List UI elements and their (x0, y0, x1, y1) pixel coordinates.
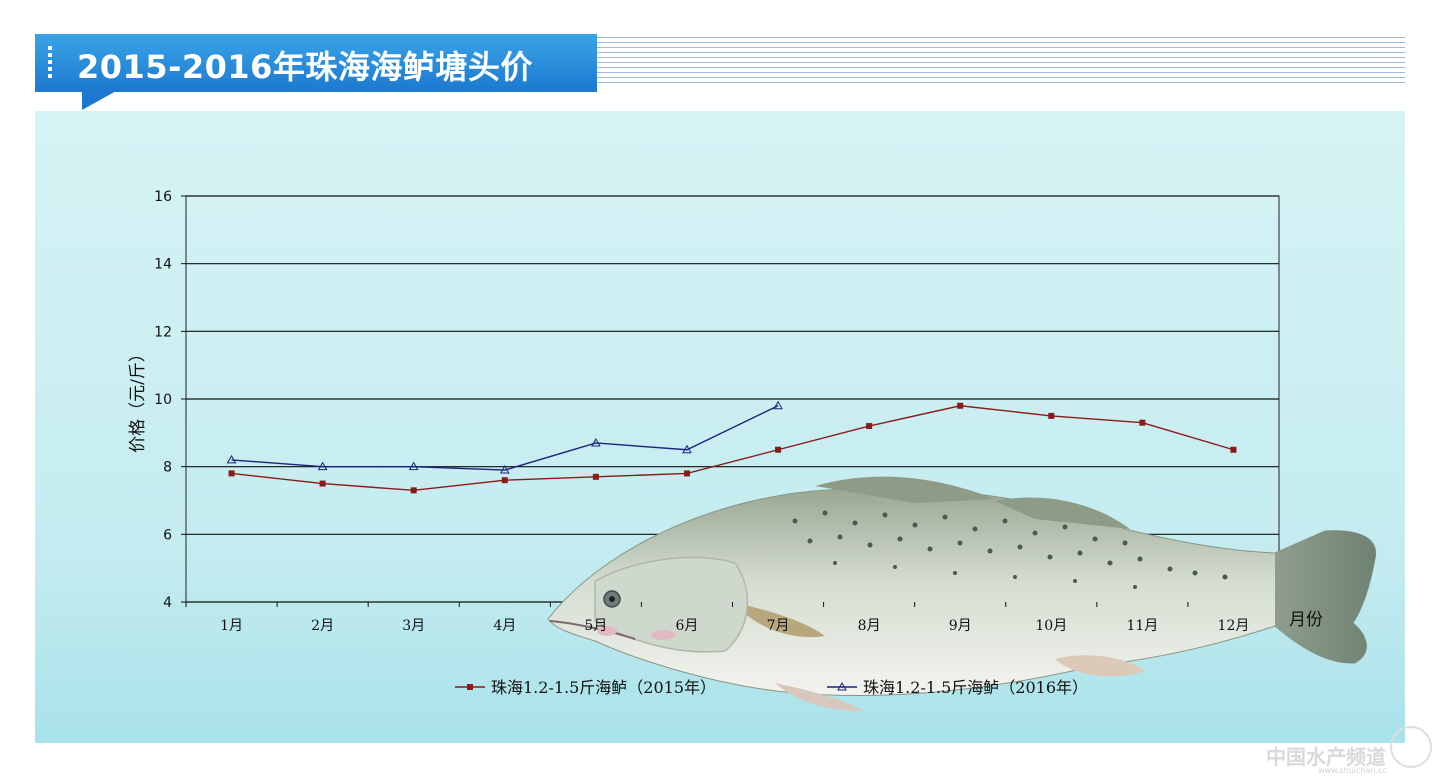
banner-dots-decoration (48, 46, 52, 80)
legend-marker (837, 681, 847, 691)
series-line (231, 405, 1234, 492)
x-axis-label: 月份 (1289, 610, 1323, 630)
x-tick-label: 7月 (767, 618, 790, 634)
data-point (410, 487, 417, 494)
data-point (775, 446, 782, 453)
data-point (1139, 419, 1146, 426)
x-tick-label: 12月 (1218, 618, 1250, 634)
y-axis-label: 价格（元/斤） (128, 345, 148, 453)
data-point (773, 400, 783, 410)
header-decorative-stripes (597, 37, 1405, 87)
data-point (317, 461, 328, 471)
y-tick-label: 6 (163, 527, 172, 543)
y-tick-label: 14 (154, 257, 172, 273)
legend-marker (467, 684, 473, 690)
y-axis-ticks: 4 6 8 10 12 14 16 (154, 189, 186, 611)
chart-legend: 珠海1.2-1.5斤海鲈（2015年） 珠海1.2-1.5斤海鲈（2016年） (455, 678, 1088, 697)
series-layer (226, 400, 1237, 494)
globe-logo-icon (1390, 726, 1432, 768)
data-point (1048, 412, 1055, 419)
data-point (592, 473, 599, 480)
y-tick-label: 16 (154, 189, 172, 205)
banner-pointer-decoration (82, 90, 118, 110)
x-tick-label: 4月 (493, 618, 516, 634)
data-point (226, 454, 237, 464)
y-tick-label: 4 (163, 595, 172, 611)
legend-label: 珠海1.2-1.5斤海鲈（2015年） (491, 678, 716, 697)
page-title: 2015-2016年珠海海鲈塘头价 (77, 48, 533, 86)
data-point (591, 437, 601, 447)
x-tick-label: 5月 (584, 618, 607, 634)
x-tick-label: 9月 (949, 618, 972, 634)
x-tick-label: 1月 (220, 618, 243, 634)
x-tick-label: 6月 (675, 618, 698, 634)
sea-bass-illustration (547, 476, 1377, 711)
data-point (499, 465, 510, 474)
price-line-chart: 4 6 8 10 12 14 16 价格（元/斤） (128, 189, 1377, 711)
watermark-url: www.shuichan.cc (1318, 766, 1387, 775)
data-point (408, 461, 419, 471)
series-line (231, 405, 779, 471)
data-point (683, 470, 690, 477)
x-tick-label: 3月 (402, 618, 425, 634)
x-tick-label: 11月 (1126, 618, 1158, 634)
data-point (501, 477, 508, 484)
y-tick-label: 12 (154, 324, 172, 340)
data-point (319, 480, 326, 487)
watermark-text: 中国水产频道 (1266, 745, 1386, 769)
y-tick-label: 8 (163, 460, 172, 476)
x-tick-label: 8月 (858, 618, 881, 634)
data-point (228, 470, 235, 477)
x-tick-label: 2月 (311, 618, 334, 634)
x-axis-ticks: 1月 2月 3月 4月 5月 6月 7月 8月 9月 10月 11月 12月 (185, 602, 1250, 634)
y-tick-label: 10 (154, 392, 172, 408)
legend-label: 珠海1.2-1.5斤海鲈（2016年） (863, 678, 1088, 697)
data-point (866, 423, 873, 430)
chart-panel: 4 6 8 10 12 14 16 价格（元/斤） (35, 111, 1405, 743)
x-tick-label: 10月 (1035, 618, 1067, 634)
data-point (682, 444, 692, 454)
header-banner: 2015-2016年珠海海鲈塘头价 (35, 34, 597, 92)
data-point (957, 402, 964, 409)
data-point (1230, 446, 1237, 453)
